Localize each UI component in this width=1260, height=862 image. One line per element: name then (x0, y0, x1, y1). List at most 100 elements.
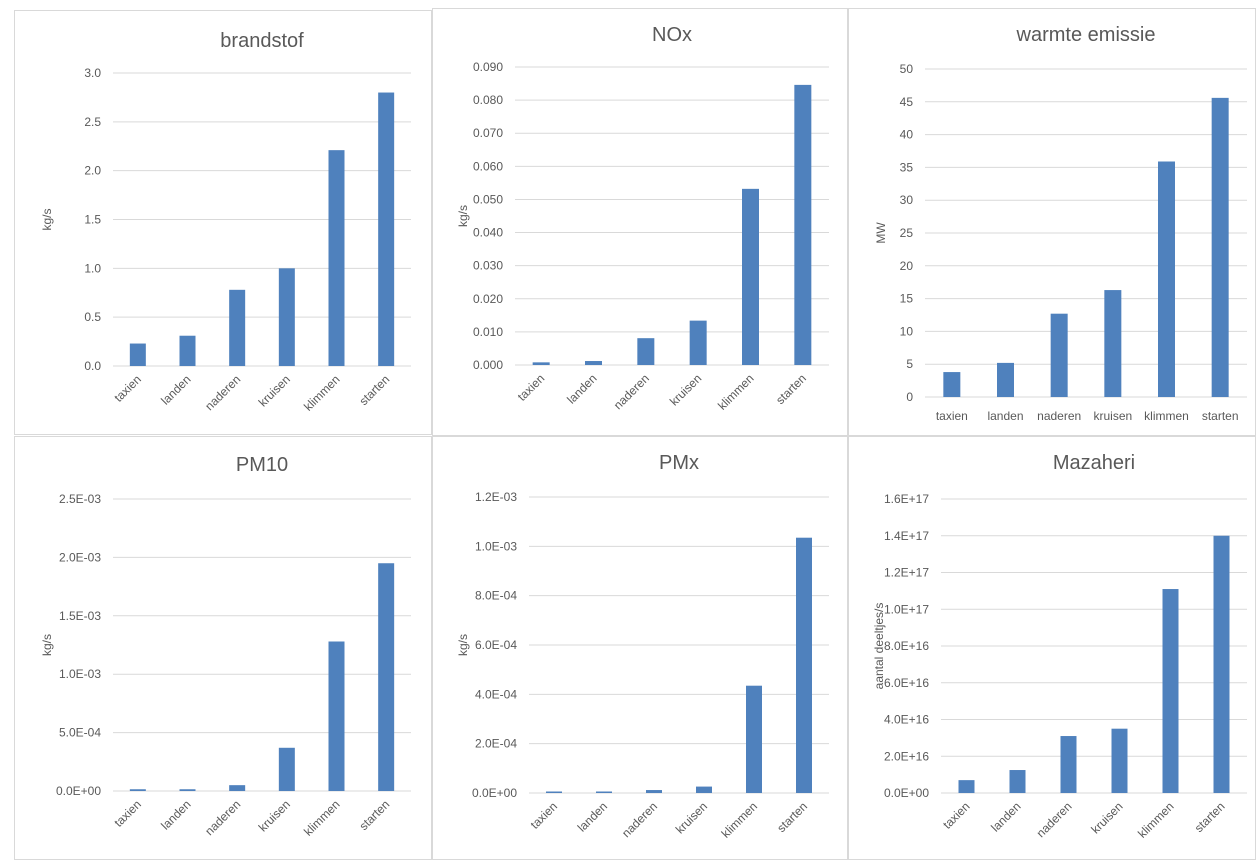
y-tick-label: 2.5 (84, 115, 101, 129)
y-tick-label: 20 (900, 259, 914, 273)
bar (1050, 313, 1068, 397)
y-tick-label: 6.0E-04 (475, 638, 517, 652)
y-tick-label: 0.000 (473, 358, 503, 372)
y-tick-label: 15 (900, 292, 914, 306)
y-tick-label: 0.0 (84, 359, 101, 373)
x-tick-label: landen (564, 371, 599, 406)
y-tick-label: 0.050 (473, 192, 503, 206)
x-tick-label: starten (356, 372, 392, 408)
y-tick-label: 5.0E-04 (59, 726, 101, 740)
chart-svg: Mazaheri 0.0E+00 2.0E+16 4.0E+16 6.0E+16 8.0E… (872, 452, 1247, 841)
y-tick-label: 0.0E+00 (56, 784, 101, 798)
y-axis-title: MW (874, 222, 888, 244)
y-tick-label: 0.0E+00 (472, 786, 517, 800)
bar (646, 790, 662, 793)
y-tick-label: 0.020 (473, 292, 503, 306)
x-tick-label: landen (158, 372, 193, 407)
x-tick-label: kruisen (1088, 799, 1125, 836)
x-tick-label: klimmen (301, 797, 342, 838)
spreadsheet-row-edge (0, 0, 14, 862)
y-tick-label: 1.2E+17 (884, 566, 929, 580)
chart-panel-brandstof[interactable]: brandstof 0.0 0.5 1.0 1.5 2.0 2.5 3.0 kg/s taxien… (14, 10, 432, 435)
x-tick-label: taxien (936, 409, 968, 423)
chart-title: PMx (659, 452, 699, 474)
x-tick-label: landen (988, 799, 1023, 834)
y-tick-label: 1.5 (84, 213, 101, 227)
chart-panel-warmte-emissie[interactable]: warmte emissie 0 5 10 15 20 25 30 35 40 45 50 MW taxi… (848, 8, 1256, 436)
bar (997, 362, 1014, 397)
x-tick-label: kruisen (1093, 409, 1132, 423)
y-tick-label: 1.0E-03 (59, 667, 101, 681)
x-tick-label: landen (158, 797, 193, 832)
bar (742, 188, 759, 365)
x-tick-label: landen (575, 799, 610, 834)
y-tick-label: 35 (900, 160, 914, 174)
y-tick-label: 0.5 (84, 310, 101, 324)
bar (378, 563, 395, 791)
x-tick-label: starten (773, 371, 809, 407)
bar (1213, 535, 1230, 793)
y-axis-title: kg/s (40, 208, 54, 230)
bar (1009, 770, 1026, 793)
chart-svg: warmte emissie 0 5 10 15 20 25 30 35 40 45 50 MW taxi… (874, 24, 1247, 423)
x-tick-label: starten (356, 797, 392, 833)
bar (1211, 97, 1229, 397)
bar (179, 335, 196, 366)
x-tick-label: landen (987, 409, 1023, 423)
y-tick-label: 0.040 (473, 226, 503, 240)
x-tick-label: taxien (515, 371, 548, 404)
y-tick-label: 0.060 (473, 159, 503, 173)
bar (129, 343, 146, 366)
bar (229, 289, 246, 366)
y-tick-label: 2.0E-03 (59, 550, 101, 564)
y-tick-label: 1.0E-03 (475, 539, 517, 553)
bar (179, 789, 196, 791)
x-tick-label: starten (774, 799, 810, 835)
x-tick-label: kruisen (673, 799, 710, 836)
y-axis-title: kg/s (456, 634, 470, 656)
bar (746, 685, 762, 793)
chart-panel-pmx[interactable]: PMx 0.0E+00 2.0E-04 4.0E-04 6.0E-04 8.0E-04 1.… (432, 436, 848, 860)
chart-panel-nox[interactable]: NOx 0.000 0.010 0.020 0.030 0.040 0.050 0.060 0.… (432, 8, 848, 436)
chart-title: Mazaheri (1053, 452, 1135, 474)
bar (278, 747, 295, 791)
bar (596, 791, 612, 793)
x-tick-label: taxien (528, 799, 561, 832)
x-tick-label: naderen (202, 372, 243, 413)
x-tick-label: klimmen (715, 371, 756, 412)
bar (1060, 736, 1077, 793)
y-tick-label: 5 (906, 357, 913, 371)
chart-svg: PM10 0.0E+00 5.0E-04 1.0E-03 1.5E-03 2.0E-03 2… (40, 454, 411, 839)
y-axis-title: kg/s (40, 634, 54, 656)
y-tick-label: 0.090 (473, 60, 503, 74)
bar (943, 372, 961, 397)
chart-title: warmte emissie (1016, 24, 1156, 46)
y-tick-label: 1.0 (84, 261, 101, 275)
y-tick-label: 2.0E+16 (884, 749, 929, 763)
bar (1104, 290, 1122, 397)
x-tick-label: starten (1192, 799, 1228, 835)
x-tick-label: kruisen (256, 797, 293, 834)
x-tick-label: naderen (611, 371, 652, 412)
spreadsheet-column-header-strip (0, 0, 1260, 8)
x-tick-label: taxien (111, 797, 144, 830)
y-axis-title: kg/s (456, 205, 470, 227)
y-tick-label: 8.0E+16 (884, 639, 929, 653)
bar (689, 320, 707, 365)
y-tick-label: 2.0 (84, 164, 101, 178)
chart-panel-pm10[interactable]: PM10 0.0E+00 5.0E-04 1.0E-03 1.5E-03 2.0E-03 2… (14, 436, 432, 860)
bar (278, 268, 295, 366)
bar (794, 84, 812, 365)
y-tick-label: 3.0 (84, 66, 101, 80)
x-tick-label: kruisen (667, 371, 704, 408)
y-tick-label: 0 (906, 390, 913, 404)
y-tick-label: 0.0E+00 (884, 786, 929, 800)
x-tick-label: starten (1202, 409, 1239, 423)
y-tick-label: 1.5E-03 (59, 609, 101, 623)
y-tick-label: 0.010 (473, 325, 503, 339)
bar (1158, 161, 1175, 397)
y-tick-label: 30 (900, 193, 914, 207)
chart-panel-mazaheri[interactable]: Mazaheri 0.0E+00 2.0E+16 4.0E+16 6.0E+16 8.0E… (848, 436, 1256, 860)
x-tick-label: naderen (202, 797, 243, 838)
chart-svg: NOx 0.000 0.010 0.020 0.030 0.040 0.050 0.060 0.… (456, 24, 829, 413)
